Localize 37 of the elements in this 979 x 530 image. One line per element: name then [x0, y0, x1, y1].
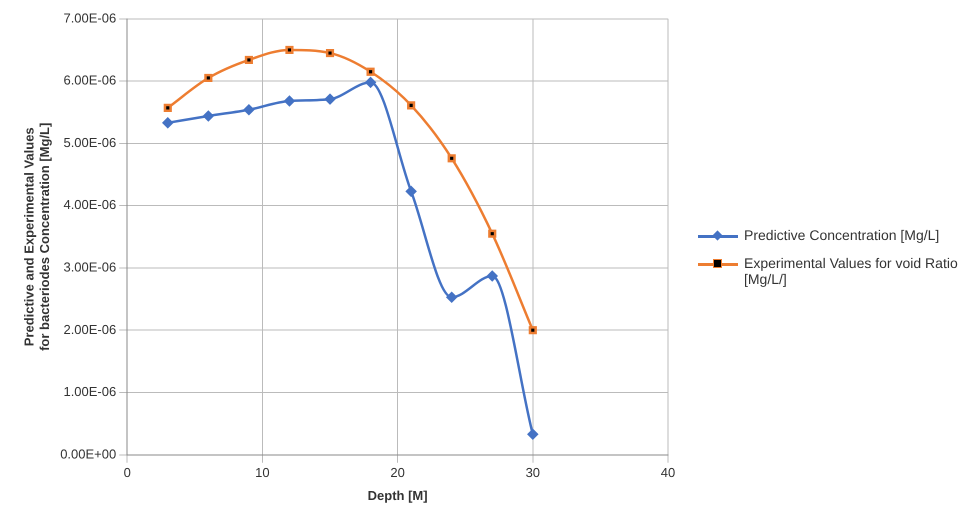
point	[244, 56, 253, 64]
point	[324, 94, 336, 104]
point	[487, 270, 498, 282]
point	[528, 428, 538, 440]
point	[488, 230, 496, 238]
x-tick-label: 0	[124, 465, 131, 480]
x-tick-label: 30	[526, 465, 540, 480]
y-tick-label: 0.00E+00	[60, 446, 116, 462]
point	[204, 74, 212, 82]
x-tick-label: 40	[660, 465, 676, 480]
point	[446, 292, 457, 302]
y-tick-label: 5.00E-06	[63, 134, 116, 150]
point	[448, 154, 456, 162]
y-tick-label: 7.00E-06	[63, 10, 116, 26]
x-tick-label: 10	[255, 465, 270, 480]
y-tick-label: 3.00E-06	[63, 260, 116, 275]
point	[285, 46, 294, 54]
y-tick-label: 1.00E-06	[63, 384, 116, 400]
y-axis-title: Predictive and Experimental Values for bacteriodes Concentration [Mg/L]	[21, 122, 52, 351]
point	[164, 104, 172, 112]
point	[365, 77, 376, 88]
legend-label: Experimental Values for void Ratio [Mg/L/]	[744, 255, 958, 287]
point	[244, 104, 254, 115]
y-tick-label: 6.00E-06	[63, 72, 116, 88]
legend-label: Predictive Concentration [Mg/L]	[744, 227, 940, 243]
point	[528, 326, 537, 334]
x-tick-label: 20	[390, 465, 405, 480]
x-axis-title: Depth [M]	[368, 488, 428, 503]
y-tick-label: 4.00E-06	[63, 197, 116, 212]
point	[284, 96, 295, 106]
point	[407, 101, 416, 110]
point	[366, 68, 375, 76]
point	[406, 186, 416, 197]
point	[326, 48, 334, 58]
point	[203, 110, 214, 122]
y-tick-label: 2.00E-06	[63, 322, 116, 337]
point	[162, 118, 174, 128]
